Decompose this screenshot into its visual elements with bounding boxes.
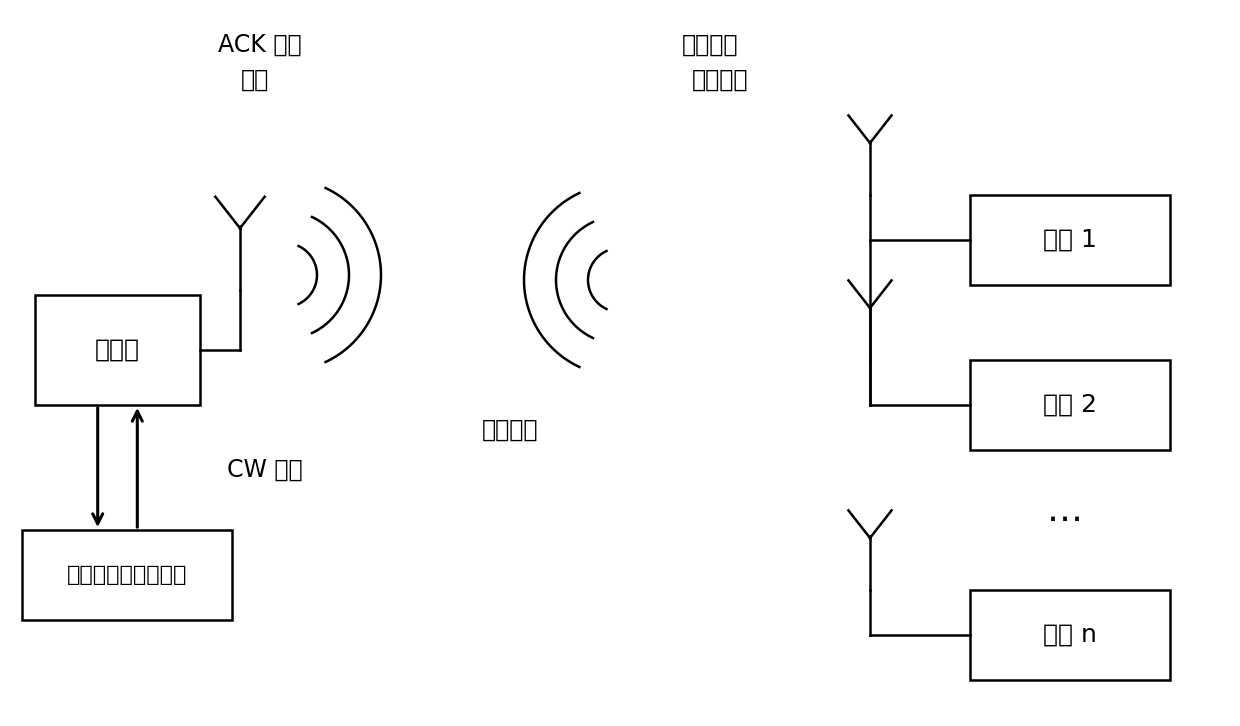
Bar xyxy=(970,360,1171,450)
Text: 读写器: 读写器 xyxy=(95,338,140,362)
Text: 传输信道: 传输信道 xyxy=(482,418,538,442)
Bar xyxy=(22,530,232,620)
Text: 计算机数据管理系统: 计算机数据管理系统 xyxy=(67,565,187,585)
Text: 调制信号: 调制信号 xyxy=(692,68,748,92)
Text: CW 载波: CW 载波 xyxy=(227,458,303,482)
Text: 信号: 信号 xyxy=(241,68,269,92)
Bar xyxy=(35,295,200,405)
Text: 反向散射: 反向散射 xyxy=(682,33,738,57)
Bar xyxy=(970,590,1171,680)
Text: 标签 n: 标签 n xyxy=(1043,623,1097,647)
Text: 标签 1: 标签 1 xyxy=(1043,228,1097,252)
Text: ACK 调制: ACK 调制 xyxy=(218,33,301,57)
Text: 标签 2: 标签 2 xyxy=(1043,393,1097,417)
Text: ⋯: ⋯ xyxy=(1047,503,1083,537)
Bar xyxy=(970,195,1171,285)
